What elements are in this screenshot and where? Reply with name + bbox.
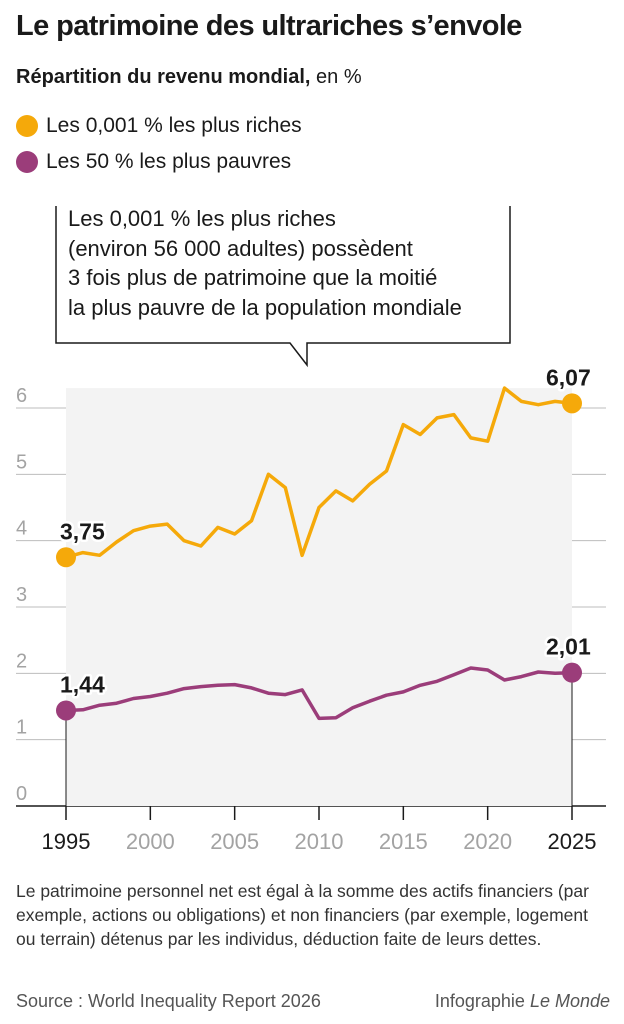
- legend-dot-icon: [16, 115, 38, 137]
- x-tick-label: 2000: [126, 829, 175, 854]
- legend: Les 0,001 % les plus riches Les 50 % les…: [16, 108, 302, 180]
- series-line: [64, 386, 574, 560]
- endpoint-dot: [56, 700, 76, 721]
- y-tick-label: 3: [16, 584, 27, 606]
- endpoint-dot: [562, 662, 582, 683]
- data-label: 2,01: [546, 634, 591, 660]
- y-tick-label: 6: [16, 385, 27, 407]
- endpoint-dot: [562, 393, 582, 414]
- x-tick-label: 1995: [42, 829, 91, 854]
- y-axis-labels: 0 1 2 3 4 5 6: [16, 385, 27, 805]
- callout-line: la plus pauvre de la population mondiale: [68, 294, 462, 320]
- x-tick-label: 2020: [463, 829, 512, 854]
- y-tick-label: 0: [16, 783, 27, 805]
- credit: Infographie Le Monde: [435, 991, 610, 1012]
- chart-title: Le patrimoine des ultrariches s’envole: [16, 10, 522, 42]
- footnote: Le patrimoine personnel net est égal à l…: [16, 881, 589, 949]
- chart-subtitle: Répartition du revenu mondial, en %: [16, 66, 362, 89]
- y-tick-label: 5: [16, 451, 27, 473]
- callout-line: 3 fois plus de patrimoine que la moitié: [68, 265, 438, 290]
- plot-background: [66, 388, 572, 806]
- series-group: [56, 386, 582, 721]
- x-tick-label: 2010: [295, 829, 344, 854]
- source-note: Source : World Inequality Report 2026: [16, 991, 321, 1011]
- legend-label: Les 0,001 % les plus riches: [46, 114, 302, 137]
- callout-text: Les 0,001 % les plus riches (environ 56 …: [68, 204, 513, 322]
- data-label: 1,44: [60, 671, 105, 697]
- credit-brand: Le Monde: [529, 991, 610, 1011]
- value-labels: 3,75 6,07 1,44 2,01: [58, 362, 594, 700]
- x-axis: 1995 2000 2005 2010 2015 2020 2025: [42, 672, 597, 854]
- legend-item-poorest: Les 50 % les plus pauvres: [16, 144, 302, 180]
- callout-line: Les 0,001 % les plus riches: [68, 206, 336, 231]
- legend-label: Les 50 % les plus pauvres: [46, 150, 292, 173]
- y-tick-label: 4: [16, 518, 27, 540]
- y-tick-label: 1: [16, 717, 27, 739]
- y-tick-label: 2: [16, 650, 27, 672]
- callout-line: (environ 56 000 adultes) possèdent: [68, 235, 413, 261]
- subtitle-unit: en %: [310, 66, 362, 88]
- line-chart: 0 1 2 3 4 5 6 1995 2000 2005 2010 2015 2020 2025 3,7…: [16, 206, 606, 854]
- legend-item-richest: Les 0,001 % les plus riches: [16, 108, 302, 144]
- series-line: [64, 666, 574, 721]
- x-tick-label: 2015: [379, 829, 428, 854]
- x-tick-label: 2025: [548, 829, 597, 854]
- data-label: 6,07: [546, 364, 591, 390]
- data-label: 3,75: [60, 518, 105, 544]
- endpoint-dot: [56, 547, 76, 568]
- callout-box: [55, 206, 511, 368]
- credit-prefix: Infographie: [434, 991, 530, 1011]
- x-tick-label: 2005: [210, 829, 259, 854]
- legend-dot-icon: [16, 151, 38, 173]
- subtitle-bold: Répartition du revenu mondial,: [16, 66, 311, 88]
